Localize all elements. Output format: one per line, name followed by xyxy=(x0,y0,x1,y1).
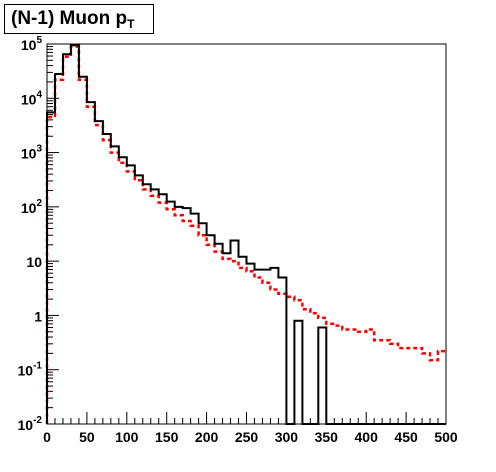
x-tick-label: 500 xyxy=(434,429,458,445)
axis-layer: 0 50 100 150 200 250 300 350 400 450 500 10-2 10-1 1 1… xyxy=(18,35,458,445)
chart-title-subscript: T xyxy=(127,17,135,31)
y-tick-label: 10-1 xyxy=(18,361,43,379)
y-tick-label: 1 xyxy=(34,308,42,324)
chart-title-text: (N-1) Muon p xyxy=(11,8,128,29)
x-tick-label: 100 xyxy=(115,429,139,445)
y-tick-label: 105 xyxy=(21,35,43,53)
chart-title: (N-1) Muon pT xyxy=(4,4,154,34)
x-tick-label: 150 xyxy=(155,429,179,445)
x-tick-label: 250 xyxy=(235,429,259,445)
x-tick-label: 50 xyxy=(79,429,95,445)
x-tick-label: 350 xyxy=(315,429,339,445)
y-tick-label: 104 xyxy=(21,89,43,107)
y-tick-label: 103 xyxy=(21,144,43,162)
y-tick-label: 10 xyxy=(26,254,42,270)
y-tick-label: 10-2 xyxy=(18,415,43,433)
x-tick-label: 450 xyxy=(394,429,418,445)
x-tick-label: 300 xyxy=(275,429,299,445)
plot-frame xyxy=(46,43,447,425)
y-tick-label: 102 xyxy=(21,198,43,216)
x-tick-label: 400 xyxy=(355,429,379,445)
x-tick-label: 0 xyxy=(43,429,51,445)
x-tick-label: 200 xyxy=(195,429,219,445)
